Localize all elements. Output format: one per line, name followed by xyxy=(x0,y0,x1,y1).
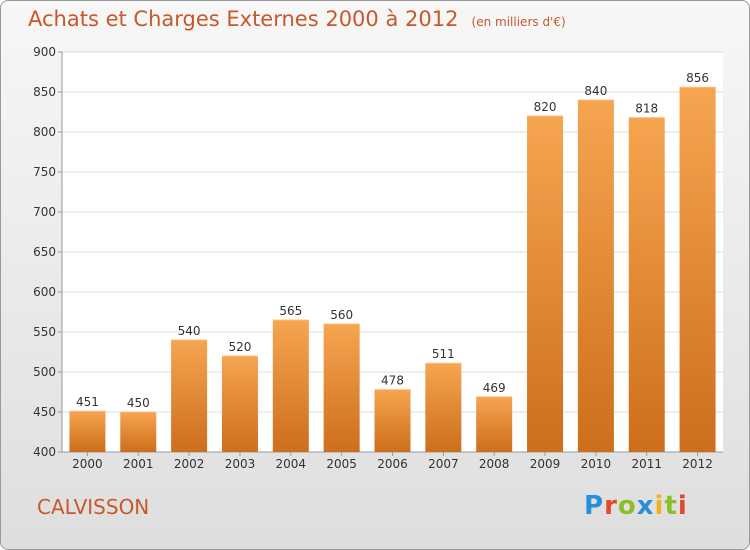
x-tick-label: 2011 xyxy=(631,457,662,471)
logo-letter: o xyxy=(617,491,637,521)
bar-2001 xyxy=(120,412,157,452)
chart-title: Achats et Charges Externes 2000 à 2012 xyxy=(28,7,459,31)
y-tick-label: 850 xyxy=(33,85,56,99)
x-tick-label: 2003 xyxy=(225,457,256,471)
bar-2006 xyxy=(374,389,411,452)
bar-value-label: 818 xyxy=(635,102,658,116)
proxiti-logo: Proxiti xyxy=(584,491,688,521)
y-tick-label: 450 xyxy=(33,405,56,419)
bar-value-label: 478 xyxy=(381,374,404,388)
y-tick-label: 650 xyxy=(33,245,56,259)
bar-2010 xyxy=(577,100,614,452)
x-tick-label: 2004 xyxy=(276,457,307,471)
x-tick-label: 2012 xyxy=(682,457,713,471)
bar-2004 xyxy=(272,320,309,452)
y-tick-label: 600 xyxy=(33,285,56,299)
x-tick-label: 2000 xyxy=(72,457,103,471)
bar-value-label: 520 xyxy=(229,340,252,354)
bar-value-label: 820 xyxy=(534,100,557,114)
x-tick-label: 2007 xyxy=(428,457,459,471)
x-tick-label: 2005 xyxy=(326,457,357,471)
bar-value-label: 469 xyxy=(483,381,506,395)
location-label: CALVISSON xyxy=(37,495,150,519)
y-tick-label: 400 xyxy=(33,445,56,459)
bar-2007 xyxy=(425,363,462,452)
bar-2003 xyxy=(221,356,258,452)
x-tick-label: 2002 xyxy=(174,457,205,471)
bar-value-label: 856 xyxy=(686,71,709,85)
logo-letter: i xyxy=(654,491,665,521)
logo-letter: t xyxy=(664,491,678,521)
y-tick-label: 900 xyxy=(33,45,56,59)
x-tick-label: 2001 xyxy=(123,457,154,471)
logo-letter: x xyxy=(636,491,655,521)
bar-value-label: 840 xyxy=(584,84,607,98)
x-tick-label: 2009 xyxy=(530,457,561,471)
bar-2005 xyxy=(323,324,360,452)
x-tick-label: 2006 xyxy=(377,457,408,471)
chart-title-block: Achats et Charges Externes 2000 à 2012 (… xyxy=(28,7,566,31)
logo-letter: i xyxy=(677,491,688,521)
bar-2000 xyxy=(69,411,106,452)
y-tick-label: 700 xyxy=(33,205,56,219)
chart-subtitle: (en milliers d'€) xyxy=(471,15,566,29)
bar-2011 xyxy=(628,117,665,452)
bar-value-label: 450 xyxy=(127,396,150,410)
bar-value-label: 565 xyxy=(279,304,302,318)
bar-value-label: 511 xyxy=(432,347,455,361)
logo-letter: r xyxy=(604,491,618,521)
y-tick-label: 500 xyxy=(33,365,56,379)
bar-value-label: 540 xyxy=(178,324,201,338)
logo-letter: P xyxy=(584,491,605,521)
bar-value-label: 560 xyxy=(330,308,353,322)
bar-2002 xyxy=(171,340,208,452)
x-tick-label: 2008 xyxy=(479,457,510,471)
bar-2012 xyxy=(679,87,716,452)
bar-2008 xyxy=(476,396,513,452)
y-tick-label: 550 xyxy=(33,325,56,339)
y-tick-label: 800 xyxy=(33,125,56,139)
y-tick-label: 750 xyxy=(33,165,56,179)
x-tick-label: 2010 xyxy=(581,457,612,471)
bar-value-label: 451 xyxy=(76,395,99,409)
bar-2009 xyxy=(527,116,564,452)
